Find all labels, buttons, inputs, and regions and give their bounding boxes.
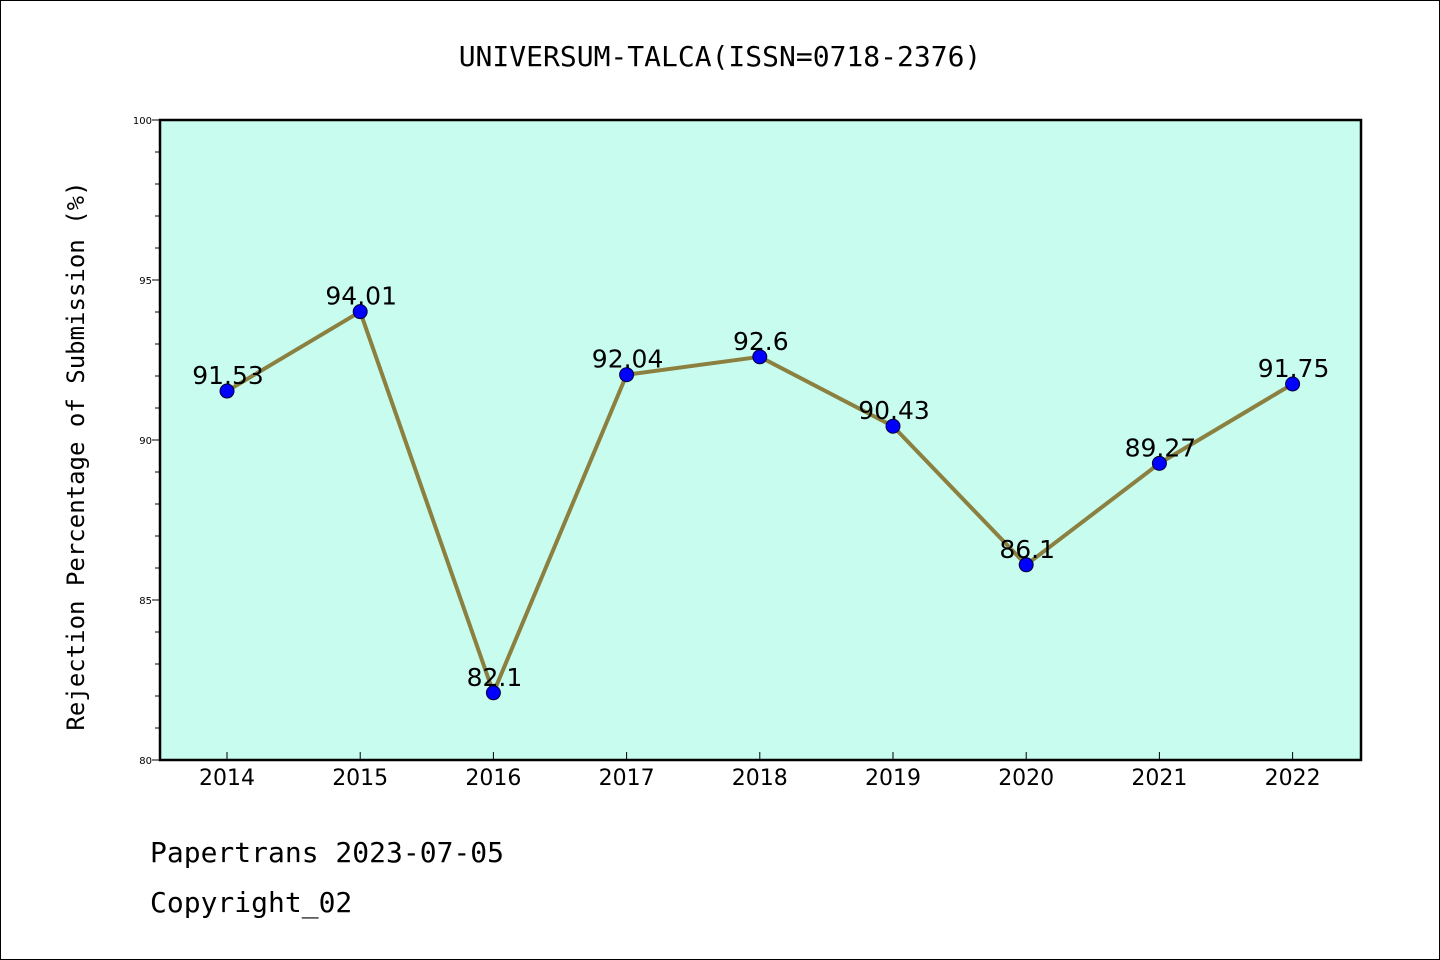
data-label: 92.6 [733,327,789,356]
footer-copyright-line: Copyright_02 [150,886,353,919]
x-tick-label: 2017 [599,766,655,791]
y-axis-ticks: 80 85 90 95 100 [133,116,160,767]
data-label: 82.1 [467,663,523,692]
data-point [1151,455,1167,471]
plot-border [158,118,1363,762]
data-point [619,367,635,383]
data-point [219,383,235,399]
data-point [352,304,368,320]
data-label: 89.27 [1125,433,1197,462]
data-label: 92.04 [592,345,664,374]
x-tick-label: 2016 [465,766,521,791]
x-tick-label: 2020 [998,766,1054,791]
y-tick-label: 90 [139,436,152,447]
x-tick-label: 2021 [1131,766,1187,791]
y-tick-label: 100 [133,116,152,127]
x-tick-label: 2022 [1265,766,1321,791]
x-tick-label: 2015 [332,766,388,791]
x-tick-label: 2018 [732,766,788,791]
data-point [1285,376,1301,392]
data-point [485,685,501,701]
y-axis-label: Rejection Percentage of Submission (%) [62,181,90,730]
data-label: 86.1 [999,535,1055,564]
data-markers [219,304,1301,701]
data-label: 91.53 [192,361,264,390]
chart-title: UNIVERSUM-TALCA(ISSN=0718-2376) [459,40,982,73]
data-point [1018,557,1034,573]
data-point [752,349,768,365]
x-axis-ticks: 2014 2015 2016 2017 2018 2019 2020 2021 2022 [199,752,1321,791]
x-tick-label: 2014 [199,766,255,791]
y-tick-label: 80 [139,756,152,767]
data-label: 90.43 [858,396,930,425]
data-labels: 91.53 94.01 82.1 92.04 92.6 90.43 86.1 89.27 91.… [192,282,1329,692]
x-tick-label: 2019 [865,766,921,791]
data-label: 94.01 [325,282,397,311]
footer-date-line: Papertrans 2023-07-05 [150,836,505,869]
y-tick-label: 85 [139,596,152,607]
y-tick-label: 95 [139,276,152,287]
data-label: 91.75 [1258,354,1330,383]
plot-area [160,120,1361,760]
data-point [885,418,901,434]
